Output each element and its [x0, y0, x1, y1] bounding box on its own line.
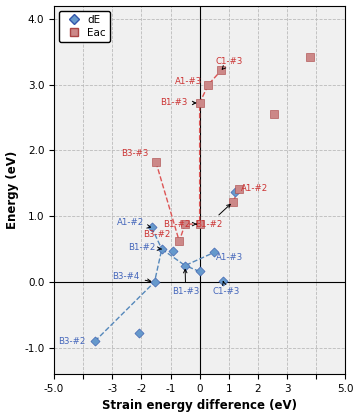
Text: A1-#3: A1-#3: [216, 252, 243, 262]
Text: C1-#3: C1-#3: [213, 282, 240, 296]
Point: [197, 268, 202, 275]
Point: [92, 338, 98, 344]
Text: B1-#2: B1-#2: [163, 219, 196, 229]
Point: [182, 221, 188, 227]
Text: B3-#3: B3-#3: [121, 149, 148, 158]
Point: [171, 248, 176, 255]
Text: B3-#2: B3-#2: [143, 230, 170, 239]
Point: [219, 67, 224, 74]
Point: [197, 99, 202, 106]
Point: [197, 221, 202, 227]
X-axis label: Strain energy difference (eV): Strain energy difference (eV): [102, 400, 297, 413]
Text: B1-#2: B1-#2: [128, 242, 161, 252]
Point: [232, 189, 237, 196]
Text: B1-#3: B1-#3: [160, 99, 196, 107]
Point: [236, 185, 242, 192]
Text: B3-#2: B3-#2: [59, 337, 86, 346]
Legend: dE, Eac: dE, Eac: [59, 11, 110, 42]
Point: [159, 246, 165, 252]
Point: [211, 249, 217, 256]
Point: [176, 238, 182, 245]
Point: [136, 330, 141, 337]
Point: [153, 159, 159, 166]
Point: [220, 278, 226, 284]
Point: [271, 111, 277, 117]
Point: [151, 279, 157, 285]
Point: [149, 224, 154, 231]
Point: [307, 54, 313, 60]
Y-axis label: Energy (eV): Energy (eV): [5, 151, 19, 229]
Text: A1-#3: A1-#3: [175, 77, 202, 86]
Text: B3-#4: B3-#4: [112, 272, 151, 283]
Point: [182, 262, 188, 269]
Text: A1-#2: A1-#2: [117, 218, 150, 228]
Point: [205, 81, 211, 88]
Text: A1-#2: A1-#2: [241, 184, 268, 193]
Text: B1-#3: B1-#3: [172, 270, 199, 296]
Text: B1-#2: B1-#2: [195, 204, 230, 229]
Point: [230, 199, 236, 205]
Text: C1-#3: C1-#3: [216, 57, 243, 69]
